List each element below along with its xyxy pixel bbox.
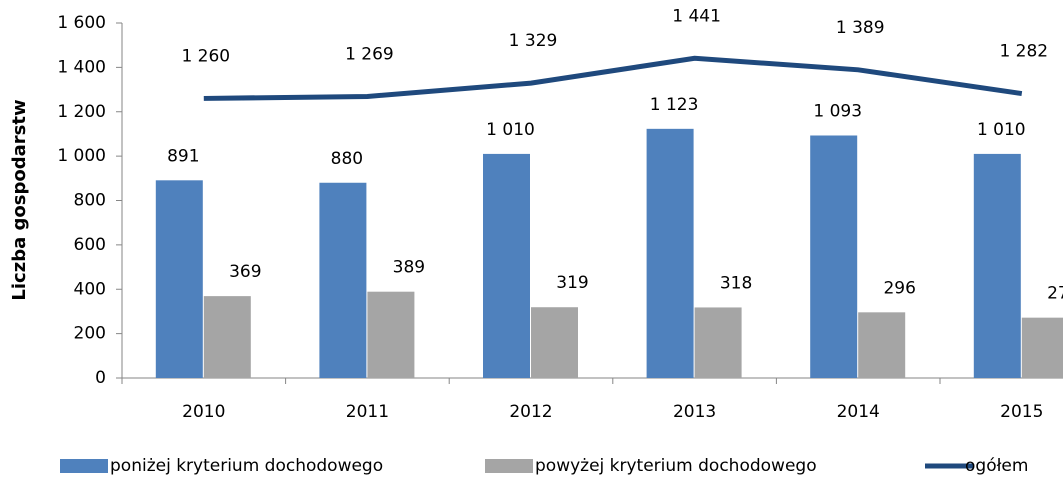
legend-label: ogółem bbox=[965, 456, 1028, 476]
bar bbox=[203, 296, 251, 378]
bar bbox=[646, 128, 694, 378]
bar bbox=[319, 182, 367, 378]
legend-swatch bbox=[60, 459, 108, 473]
line bbox=[203, 55, 1023, 101]
data-label: 389 bbox=[393, 258, 425, 278]
bar bbox=[483, 153, 530, 378]
y-tick-label: 1 000 bbox=[57, 146, 106, 166]
y-tick-label: 1 200 bbox=[57, 102, 106, 122]
data-label: 1 282 bbox=[999, 42, 1048, 62]
data-label: 319 bbox=[556, 273, 588, 293]
data-label: 272 bbox=[1047, 284, 1063, 304]
y-tick-label: 1 600 bbox=[57, 13, 106, 33]
y-tick-label: 400 bbox=[74, 279, 106, 299]
x-tick-label: 2011 bbox=[346, 402, 389, 422]
y-tick-label: 0 bbox=[95, 368, 106, 388]
bar bbox=[155, 180, 203, 378]
data-label: 1 269 bbox=[345, 44, 394, 64]
bar bbox=[694, 307, 742, 378]
bar bbox=[531, 307, 578, 378]
data-label: 318 bbox=[720, 273, 752, 293]
data-label: 296 bbox=[883, 278, 915, 298]
data-label: 1 441 bbox=[672, 6, 721, 26]
y-tick-label: 600 bbox=[74, 235, 106, 255]
legend-label: powyżej kryterium dochodowego bbox=[535, 456, 817, 476]
y-tick-label: 800 bbox=[74, 191, 106, 211]
bar bbox=[973, 153, 1021, 378]
bar bbox=[367, 291, 415, 378]
x-tick-label: 2010 bbox=[182, 402, 225, 422]
data-label: 1 010 bbox=[977, 120, 1026, 140]
data-label: 891 bbox=[167, 146, 199, 166]
x-tick-label: 2012 bbox=[509, 402, 552, 422]
x-tick-label: 2015 bbox=[1000, 402, 1043, 422]
data-label: 369 bbox=[229, 262, 261, 282]
data-label: 880 bbox=[331, 149, 363, 169]
data-label: 1 093 bbox=[813, 101, 862, 121]
x-tick-label: 2013 bbox=[673, 402, 716, 422]
legend-label: poniżej kryterium dochodowego bbox=[110, 456, 383, 476]
bar bbox=[1021, 317, 1063, 378]
x-tick-label: 2014 bbox=[837, 402, 880, 422]
bar bbox=[858, 312, 906, 378]
data-label: 1 010 bbox=[486, 120, 535, 140]
y-axis-label: Liczba gospodarstw bbox=[9, 99, 30, 300]
data-label: 1 329 bbox=[509, 31, 558, 51]
data-label: 1 260 bbox=[181, 46, 230, 66]
data-label: 1 123 bbox=[650, 95, 699, 115]
bar bbox=[810, 135, 858, 378]
data-label: 1 389 bbox=[836, 18, 885, 38]
y-tick-label: 200 bbox=[74, 324, 106, 344]
y-tick-label: 1 400 bbox=[57, 57, 106, 77]
legend-swatch bbox=[485, 459, 533, 473]
